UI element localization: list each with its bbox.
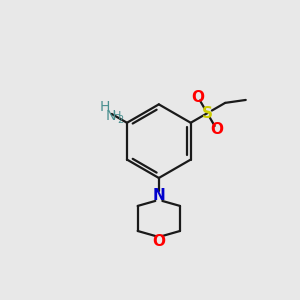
Text: H: H bbox=[100, 100, 110, 114]
Text: O: O bbox=[152, 234, 165, 249]
Text: 2: 2 bbox=[117, 115, 124, 125]
Text: N: N bbox=[105, 109, 116, 123]
Text: H: H bbox=[113, 111, 121, 121]
Text: S: S bbox=[202, 106, 213, 121]
Text: N: N bbox=[152, 188, 165, 203]
Text: O: O bbox=[210, 122, 223, 136]
Text: O: O bbox=[192, 90, 205, 105]
